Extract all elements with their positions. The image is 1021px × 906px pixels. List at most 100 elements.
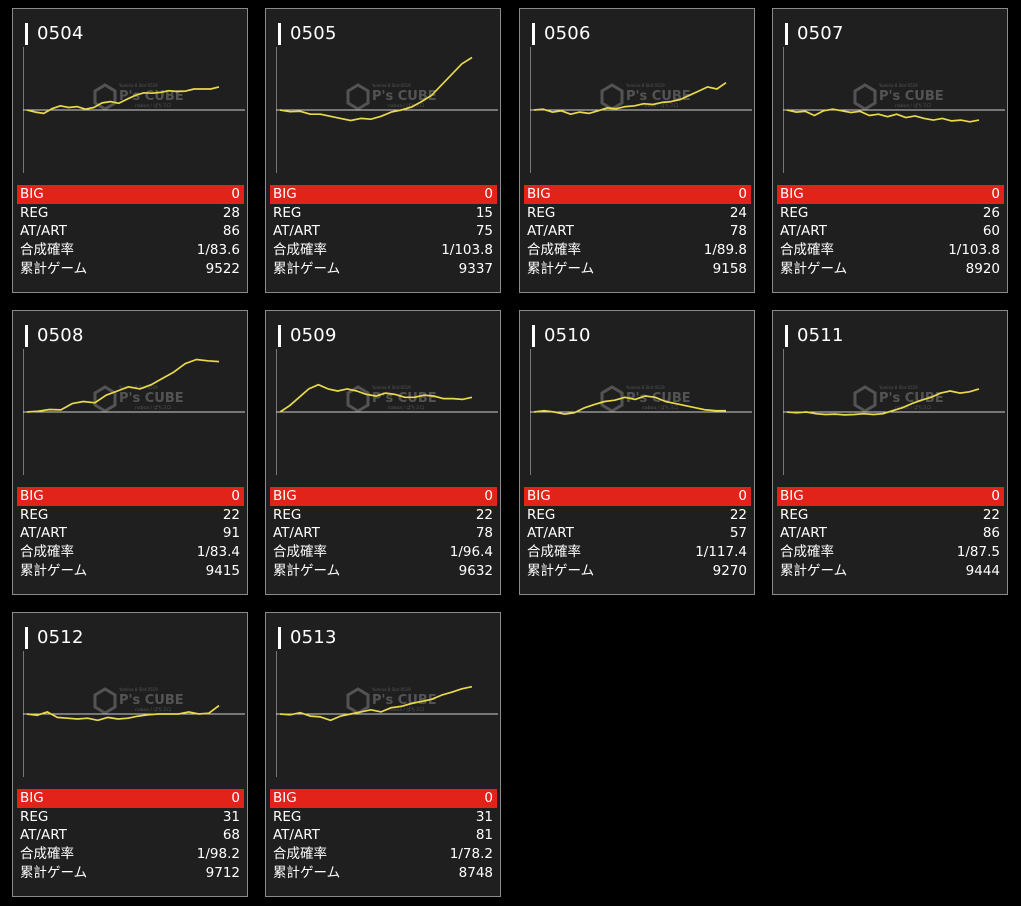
stats-table: BIG 0 REG 26 AT/ART 60 合成確率 1/103.8 累計ゲー… <box>777 185 1004 278</box>
at-art-row: AT/ART 86 <box>777 524 1004 543</box>
combined-rate-label: 合成確率 <box>527 544 581 561</box>
cube-icon <box>346 83 370 111</box>
watermark-line2: naboa / ぱちスロ <box>642 102 678 109</box>
watermark-logo: Yumina 8 Slot 0519 P's CUBE naboa / ぱちスロ <box>853 83 944 111</box>
machine-number: 0512 <box>25 627 84 649</box>
at-art-label: AT/ART <box>273 525 320 542</box>
watermark-logo: Yumina 8 Slot 0519 P's CUBE naboa / ぱちスロ <box>93 385 184 413</box>
reg-label: REG <box>20 506 49 523</box>
machine-card-0508[interactable]: 0508 Yumina 8 Slot 0519 P's CUBE naboa /… <box>12 310 248 595</box>
cube-icon <box>346 385 370 413</box>
watermark-line2: naboa / ぱちスロ <box>642 404 678 411</box>
at-art-value: 81 <box>475 827 493 844</box>
watermark-brand: P's CUBE <box>119 89 184 104</box>
big-value: 0 <box>484 790 493 806</box>
total-games-label: 累計ゲーム <box>20 260 88 277</box>
machine-number: 0505 <box>278 23 337 45</box>
stats-table: BIG 0 REG 31 AT/ART 68 合成確率 1/98.2 累計ゲーム <box>17 789 244 882</box>
machine-card-0506[interactable]: 0506 Yumina 8 Slot 0519 P's CUBE naboa /… <box>519 8 755 293</box>
machine-card-0505[interactable]: 0505 Yumina 8 Slot 0519 P's CUBE naboa /… <box>265 8 501 293</box>
cube-icon <box>93 687 117 715</box>
reg-label: REG <box>780 204 809 221</box>
total-games-row: 累計ゲーム 9522 <box>17 260 244 279</box>
reg-label: REG <box>273 204 302 221</box>
reg-row: REG 22 <box>524 506 751 525</box>
trend-line <box>26 704 220 722</box>
total-games-value: 9632 <box>458 562 493 579</box>
watermark-line1: Yumina 8 Slot 0519 <box>118 385 158 390</box>
combined-rate-label: 合成確率 <box>273 242 327 259</box>
reg-value: 22 <box>729 506 747 523</box>
at-art-row: AT/ART 57 <box>524 524 751 543</box>
at-art-label: AT/ART <box>20 525 67 542</box>
big-value: 0 <box>231 186 240 202</box>
difference-graph: Yumina 8 Slot 0519 P's CUBE naboa / ぱちスロ <box>23 349 245 475</box>
watermark-brand: P's CUBE <box>372 89 437 104</box>
machine-card-0513[interactable]: 0513 Yumina 8 Slot 0519 P's CUBE naboa /… <box>265 612 501 897</box>
big-label: BIG <box>20 186 44 202</box>
machine-card-0509[interactable]: 0509 Yumina 8 Slot 0519 P's CUBE naboa /… <box>265 310 501 595</box>
watermark-line2: naboa / ぱちスロ <box>135 404 171 411</box>
machine-card-0510[interactable]: 0510 Yumina 8 Slot 0519 P's CUBE naboa /… <box>519 310 755 595</box>
cube-icon <box>93 385 117 413</box>
combined-rate-value: 1/103.8 <box>948 242 1000 259</box>
reg-value: 22 <box>982 506 1000 523</box>
difference-graph: Yumina 8 Slot 0519 P's CUBE naboa / ぱちスロ <box>783 47 1005 173</box>
machine-card-0504[interactable]: 0504 Yumina 8 Slot 0519 P's CUBE naboa /… <box>12 8 248 293</box>
at-art-row: AT/ART 78 <box>524 222 751 241</box>
big-label: BIG <box>20 488 44 504</box>
total-games-row: 累計ゲーム 9415 <box>17 562 244 581</box>
watermark-brand: P's CUBE <box>372 391 437 406</box>
combined-rate-row: 合成確率 1/89.8 <box>524 241 751 260</box>
big-label: BIG <box>273 488 297 504</box>
stats-table: BIG 0 REG 28 AT/ART 86 合成確率 1/83.6 累計ゲーム <box>17 185 244 278</box>
reg-value: 31 <box>475 808 493 825</box>
at-art-row: AT/ART 75 <box>270 222 497 241</box>
watermark-line1: Yumina 8 Slot 0519 <box>878 385 918 390</box>
stats-table: BIG 0 REG 15 AT/ART 75 合成確率 1/103.8 累計ゲー… <box>270 185 497 278</box>
at-art-row: AT/ART 68 <box>17 826 244 845</box>
combined-rate-value: 1/96.4 <box>449 544 493 561</box>
total-games-row: 累計ゲーム 9444 <box>777 562 1004 581</box>
machine-number: 0511 <box>785 325 844 347</box>
at-art-value: 57 <box>729 525 747 542</box>
total-games-value: 8920 <box>965 260 1000 277</box>
difference-graph: Yumina 8 Slot 0519 P's CUBE naboa / ぱちスロ <box>783 349 1005 475</box>
machine-card-0507[interactable]: 0507 Yumina 8 Slot 0519 P's CUBE naboa /… <box>772 8 1008 293</box>
reg-value: 22 <box>475 506 493 523</box>
reg-label: REG <box>780 506 809 523</box>
watermark-brand: P's CUBE <box>879 89 944 104</box>
watermark-line2: naboa / ぱちスロ <box>388 706 424 713</box>
cube-icon <box>600 83 624 111</box>
watermark-logo: Yumina 8 Slot 0519 P's CUBE naboa / ぱちスロ <box>853 385 944 413</box>
big-value: 0 <box>231 790 240 806</box>
difference-graph: Yumina 8 Slot 0519 P's CUBE naboa / ぱちスロ <box>23 651 245 777</box>
difference-graph: Yumina 8 Slot 0519 P's CUBE naboa / ぱちスロ <box>23 47 245 173</box>
watermark-line1: Yumina 8 Slot 0519 <box>371 83 411 88</box>
watermark-line2: naboa / ぱちスロ <box>135 102 171 109</box>
total-games-label: 累計ゲーム <box>273 260 341 277</box>
big-label: BIG <box>527 488 551 504</box>
reg-row: REG 26 <box>777 204 1004 223</box>
total-games-value: 9415 <box>205 562 240 579</box>
combined-rate-label: 合成確率 <box>780 242 834 259</box>
watermark-line1: Yumina 8 Slot 0519 <box>118 83 158 88</box>
reg-value: 15 <box>475 204 493 221</box>
reg-row: REG 22 <box>270 506 497 525</box>
combined-rate-value: 1/103.8 <box>441 242 493 259</box>
trend-line <box>533 395 726 415</box>
at-art-value: 60 <box>982 223 1000 240</box>
total-games-row: 累計ゲーム 9337 <box>270 260 497 279</box>
combined-rate-value: 1/98.2 <box>196 846 240 863</box>
machine-number: 0513 <box>278 627 337 649</box>
machine-card-0512[interactable]: 0512 Yumina 8 Slot 0519 P's CUBE naboa /… <box>12 612 248 897</box>
total-games-row: 累計ゲーム 9158 <box>524 260 751 279</box>
reg-row: REG 28 <box>17 204 244 223</box>
total-games-row: 累計ゲーム 8748 <box>270 864 497 883</box>
watermark-line1: Yumina 8 Slot 0519 <box>118 687 158 692</box>
total-games-row: 累計ゲーム 8920 <box>777 260 1004 279</box>
machine-card-0511[interactable]: 0511 Yumina 8 Slot 0519 P's CUBE naboa /… <box>772 310 1008 595</box>
stats-table: BIG 0 REG 22 AT/ART 86 合成確率 1/87.5 累計ゲーム <box>777 487 1004 580</box>
big-label: BIG <box>780 488 804 504</box>
combined-rate-label: 合成確率 <box>527 242 581 259</box>
